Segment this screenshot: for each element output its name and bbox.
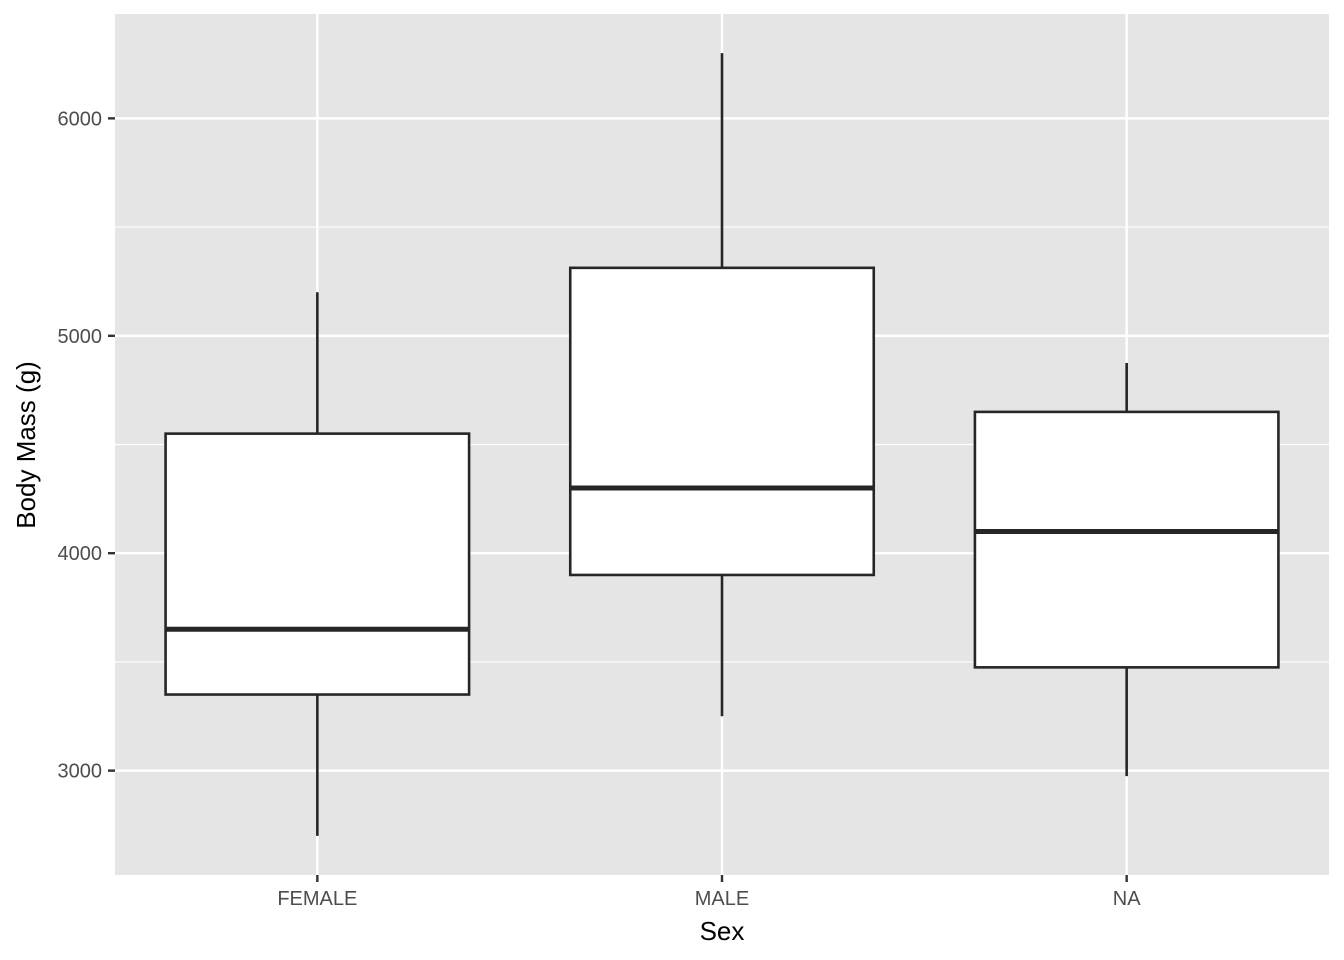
y-tick-label: 5000 (58, 326, 103, 348)
box-body (164, 432, 471, 696)
y-axis: 3000 4000 5000 6000 (58, 108, 115, 783)
x-tick-label: NA (1113, 888, 1141, 910)
box-series (164, 53, 1280, 836)
y-axis-title: Body Mass (g) (11, 361, 41, 529)
x-tick-label: MALE (695, 888, 749, 910)
box-na (973, 362, 1280, 777)
box-body (973, 410, 1280, 669)
y-tick-label: 4000 (58, 543, 103, 565)
x-tick-label: FEMALE (277, 888, 357, 910)
x-axis: FEMALE MALE NA (277, 875, 1141, 910)
box-male (568, 53, 876, 717)
y-tick-label: 3000 (58, 761, 103, 783)
box-female (164, 292, 471, 836)
y-tick-label: 6000 (58, 108, 103, 130)
x-axis-title: Sex (700, 916, 745, 946)
box-body (568, 266, 876, 577)
